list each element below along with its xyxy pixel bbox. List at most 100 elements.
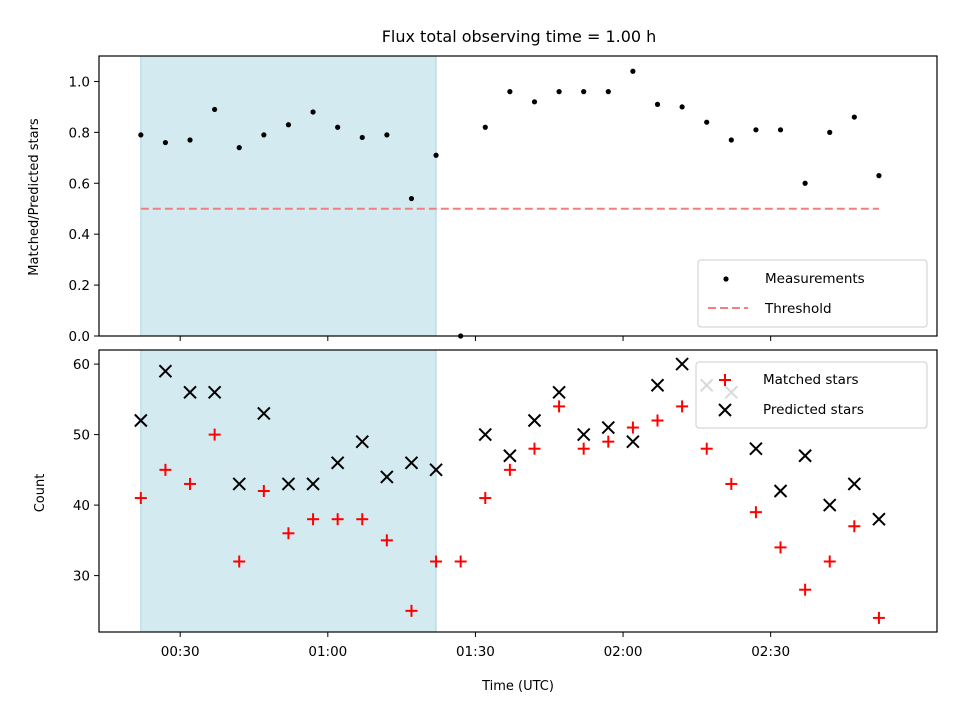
matched-star-point: [651, 414, 664, 427]
bottom-panel: 30 40 50 60 00:30 01:00 01:30 02:00 02:30 Count…: [33, 349, 938, 694]
x-axis-label: Time (UTC): [481, 679, 554, 694]
x-tick-label: 01:30: [456, 644, 495, 660]
predicted-star-point: [650, 378, 665, 392]
x-tick-label: 02:30: [751, 644, 790, 660]
measurement-point: [531, 99, 538, 105]
matched-star-point: [208, 428, 221, 441]
measurement-point: [704, 119, 710, 125]
predicted-star-point: [330, 456, 345, 470]
measurement-point: [359, 134, 365, 141]
measurement-point: [261, 132, 267, 138]
measurement-point: [802, 180, 808, 186]
predicted-star-point: [183, 385, 197, 400]
top-y-tick-label: 0.6: [69, 176, 90, 192]
legend-predicted-marker: [718, 403, 732, 417]
bottom-y-tick-label: 40: [73, 498, 90, 514]
measurement-point: [728, 137, 734, 143]
top-points-group: [138, 68, 882, 339]
legend-measurements-label: Measurements: [765, 271, 865, 287]
predicted-star-point: [478, 427, 492, 442]
measurement-point: [679, 104, 685, 110]
predicted-star-point: [380, 470, 394, 484]
measurement-point: [630, 68, 636, 74]
bottom-x-ticks: 00:30 01:00 01:30 02:00 02:30: [161, 632, 790, 660]
measurement-point: [827, 129, 833, 135]
matched-star-point: [823, 555, 836, 568]
predicted-star-point: [527, 413, 542, 428]
legend-matched-marker: [719, 374, 731, 386]
top-legend-box: [697, 259, 928, 328]
top-y-tick-label: 0.0: [69, 329, 90, 345]
measurement-point: [753, 127, 759, 133]
matched-star-point: [134, 492, 147, 505]
predicted-star-point: [158, 364, 173, 378]
matched-star-point: [405, 604, 418, 617]
measurement-point: [777, 127, 784, 133]
bottom-shaded-region: [140, 349, 437, 633]
matched-star-point: [454, 555, 467, 568]
matched-star-point: [184, 477, 197, 490]
matched-star-point: [307, 513, 320, 526]
measurement-point: [285, 122, 292, 128]
legend-predicted-label: Predicted stars: [763, 402, 864, 418]
measurement-point: [654, 101, 661, 107]
top-axes-frame: [98, 55, 938, 337]
predicted-star-point: [281, 477, 296, 491]
predicted-star-point: [749, 441, 763, 456]
measurement-point: [138, 132, 144, 138]
measurement-point: [162, 139, 169, 146]
predicted-star-point: [626, 434, 640, 449]
measurement-point: [384, 132, 390, 138]
predicted-star-point: [232, 477, 246, 491]
matched-star-point: [626, 421, 639, 434]
matched-star-point: [479, 492, 492, 505]
predicted-star-point: [798, 449, 812, 463]
measurement-point: [187, 137, 193, 143]
legend-matched-label: Matched stars: [763, 372, 859, 388]
matched-star-point: [430, 555, 443, 568]
bottom-y-axis-label: Count: [33, 474, 48, 513]
measurement-point: [605, 89, 611, 95]
measurement-point: [581, 89, 587, 95]
matched-star-point: [700, 442, 713, 455]
top-x-ticks: [179, 336, 772, 341]
top-shaded-region: [140, 55, 437, 337]
matched-star-point: [282, 527, 295, 540]
bottom-y-tick-label: 50: [73, 428, 90, 444]
predicted-star-point: [773, 484, 788, 498]
measurement-point: [236, 145, 242, 151]
x-tick-label: 02:00: [604, 644, 643, 660]
top-y-ticks: 0.0 0.2 0.4 0.6 0.8 1.0: [69, 74, 99, 345]
matched-star-point: [159, 463, 172, 476]
x-tick-label: 00:30: [161, 644, 200, 660]
measurement-point: [876, 173, 882, 179]
matched-star-point: [233, 555, 246, 568]
bottom-y-ticks: 30 40 50 60: [73, 357, 99, 585]
predicted-star-point: [552, 385, 566, 400]
bottom-legend-box: [695, 361, 928, 429]
top-legend: Measurements Threshold: [697, 259, 928, 328]
predicted-star-point: [601, 420, 616, 435]
top-y-tick-label: 0.2: [69, 278, 90, 294]
predicted-star-point: [429, 463, 443, 477]
predicted-star-point: [257, 406, 271, 421]
predicted-star-point: [576, 427, 591, 442]
measurement-point: [212, 106, 218, 113]
measurement-point: [408, 195, 415, 202]
matched-star-point: [553, 400, 566, 413]
measurement-point: [482, 124, 488, 130]
top-y-tick-label: 1.0: [69, 74, 90, 90]
predicted-star-point: [872, 512, 886, 526]
measurement-point: [335, 124, 341, 130]
matched-star-point: [380, 534, 393, 547]
measurement-point: [507, 89, 513, 95]
bottom-legend: Matched stars Predicted stars: [695, 361, 928, 429]
bottom-axes-frame: [98, 349, 938, 633]
top-y-tick-label: 0.8: [69, 125, 90, 141]
bottom-y-tick-label: 30: [73, 569, 90, 585]
predicted-star-point: [404, 456, 419, 470]
matched-star-point: [848, 520, 861, 533]
predicted-star-point: [823, 498, 837, 512]
predicted-star-point: [503, 449, 517, 463]
